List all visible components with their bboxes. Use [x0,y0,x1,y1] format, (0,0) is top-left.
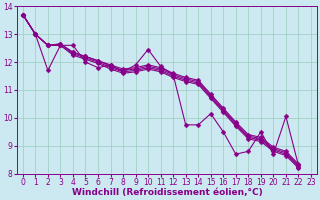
X-axis label: Windchill (Refroidissement éolien,°C): Windchill (Refroidissement éolien,°C) [72,188,262,197]
